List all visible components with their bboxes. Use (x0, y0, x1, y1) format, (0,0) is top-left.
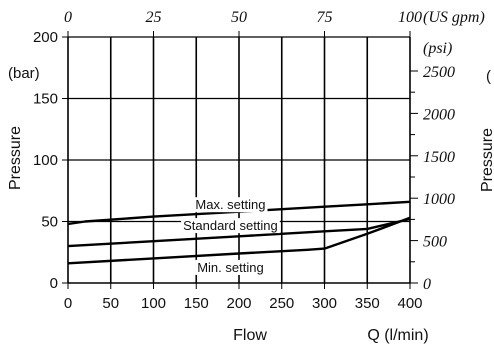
x-tick-label: 100 (141, 295, 166, 312)
y-tick-label: 150 (33, 91, 58, 108)
secondary-x-tick-label: 75 (317, 9, 333, 26)
standard-setting-line (67, 217, 411, 248)
x-tick-label: 400 (397, 295, 422, 312)
min-setting-label: Min. setting (197, 260, 263, 275)
secondary-y-tick-label: 500 (423, 234, 447, 251)
x-axis-title: Flow (233, 327, 267, 344)
secondary-y-tick-label: 2000 (423, 106, 455, 123)
min-setting-line (67, 216, 411, 265)
secondary-x-tick-label: 100 (398, 9, 422, 26)
x-tick-label: 50 (102, 295, 119, 312)
secondary-y-tick-label: 1500 (423, 149, 455, 166)
truncated-pressure-text: Pressure (479, 128, 494, 192)
secondary-y-tick-label: 1000 (423, 191, 455, 208)
y-axis-title: Pressure (7, 126, 24, 190)
x-tick-label: 0 (64, 295, 72, 312)
max-setting-label: Max. setting (195, 197, 265, 212)
secondary-y-tick-label: 0 (423, 276, 431, 293)
truncated-paren-text: ( (486, 68, 491, 85)
y-tick-label: 0 (50, 275, 58, 292)
annotations: Max. setting Standard setting Min. setting (181, 197, 280, 275)
standard-setting-label: Standard setting (183, 218, 278, 233)
max-setting-label-bg (193, 197, 268, 213)
y-tick-label: 200 (33, 29, 58, 46)
secondary-y-tick-label: 2500 (423, 64, 455, 81)
x-tick-label: 350 (355, 295, 380, 312)
grid-lines (68, 37, 410, 283)
secondary-x-tick-label: 0 (64, 9, 72, 26)
x-tick-label: 250 (269, 295, 294, 312)
y-tick-label: 50 (41, 214, 58, 231)
y-unit-label: (bar) (8, 65, 40, 82)
y-tick-label: 100 (33, 152, 58, 169)
x-tick-label: 300 (312, 295, 337, 312)
secondary-x-tick-label: 25 (146, 9, 162, 26)
secondary-x-tick-label: 50 (231, 9, 247, 26)
secondary-x-unit-label: (US gpm) (423, 9, 485, 26)
x-tick-label: 200 (226, 295, 251, 312)
standard-setting-label-bg (181, 218, 280, 234)
secondary-y-unit-label: (psi) (423, 40, 452, 57)
x-unit-label: Q (l/min) (367, 327, 428, 344)
x-tick-label: 150 (184, 295, 209, 312)
min-setting-label-bg (195, 259, 266, 275)
